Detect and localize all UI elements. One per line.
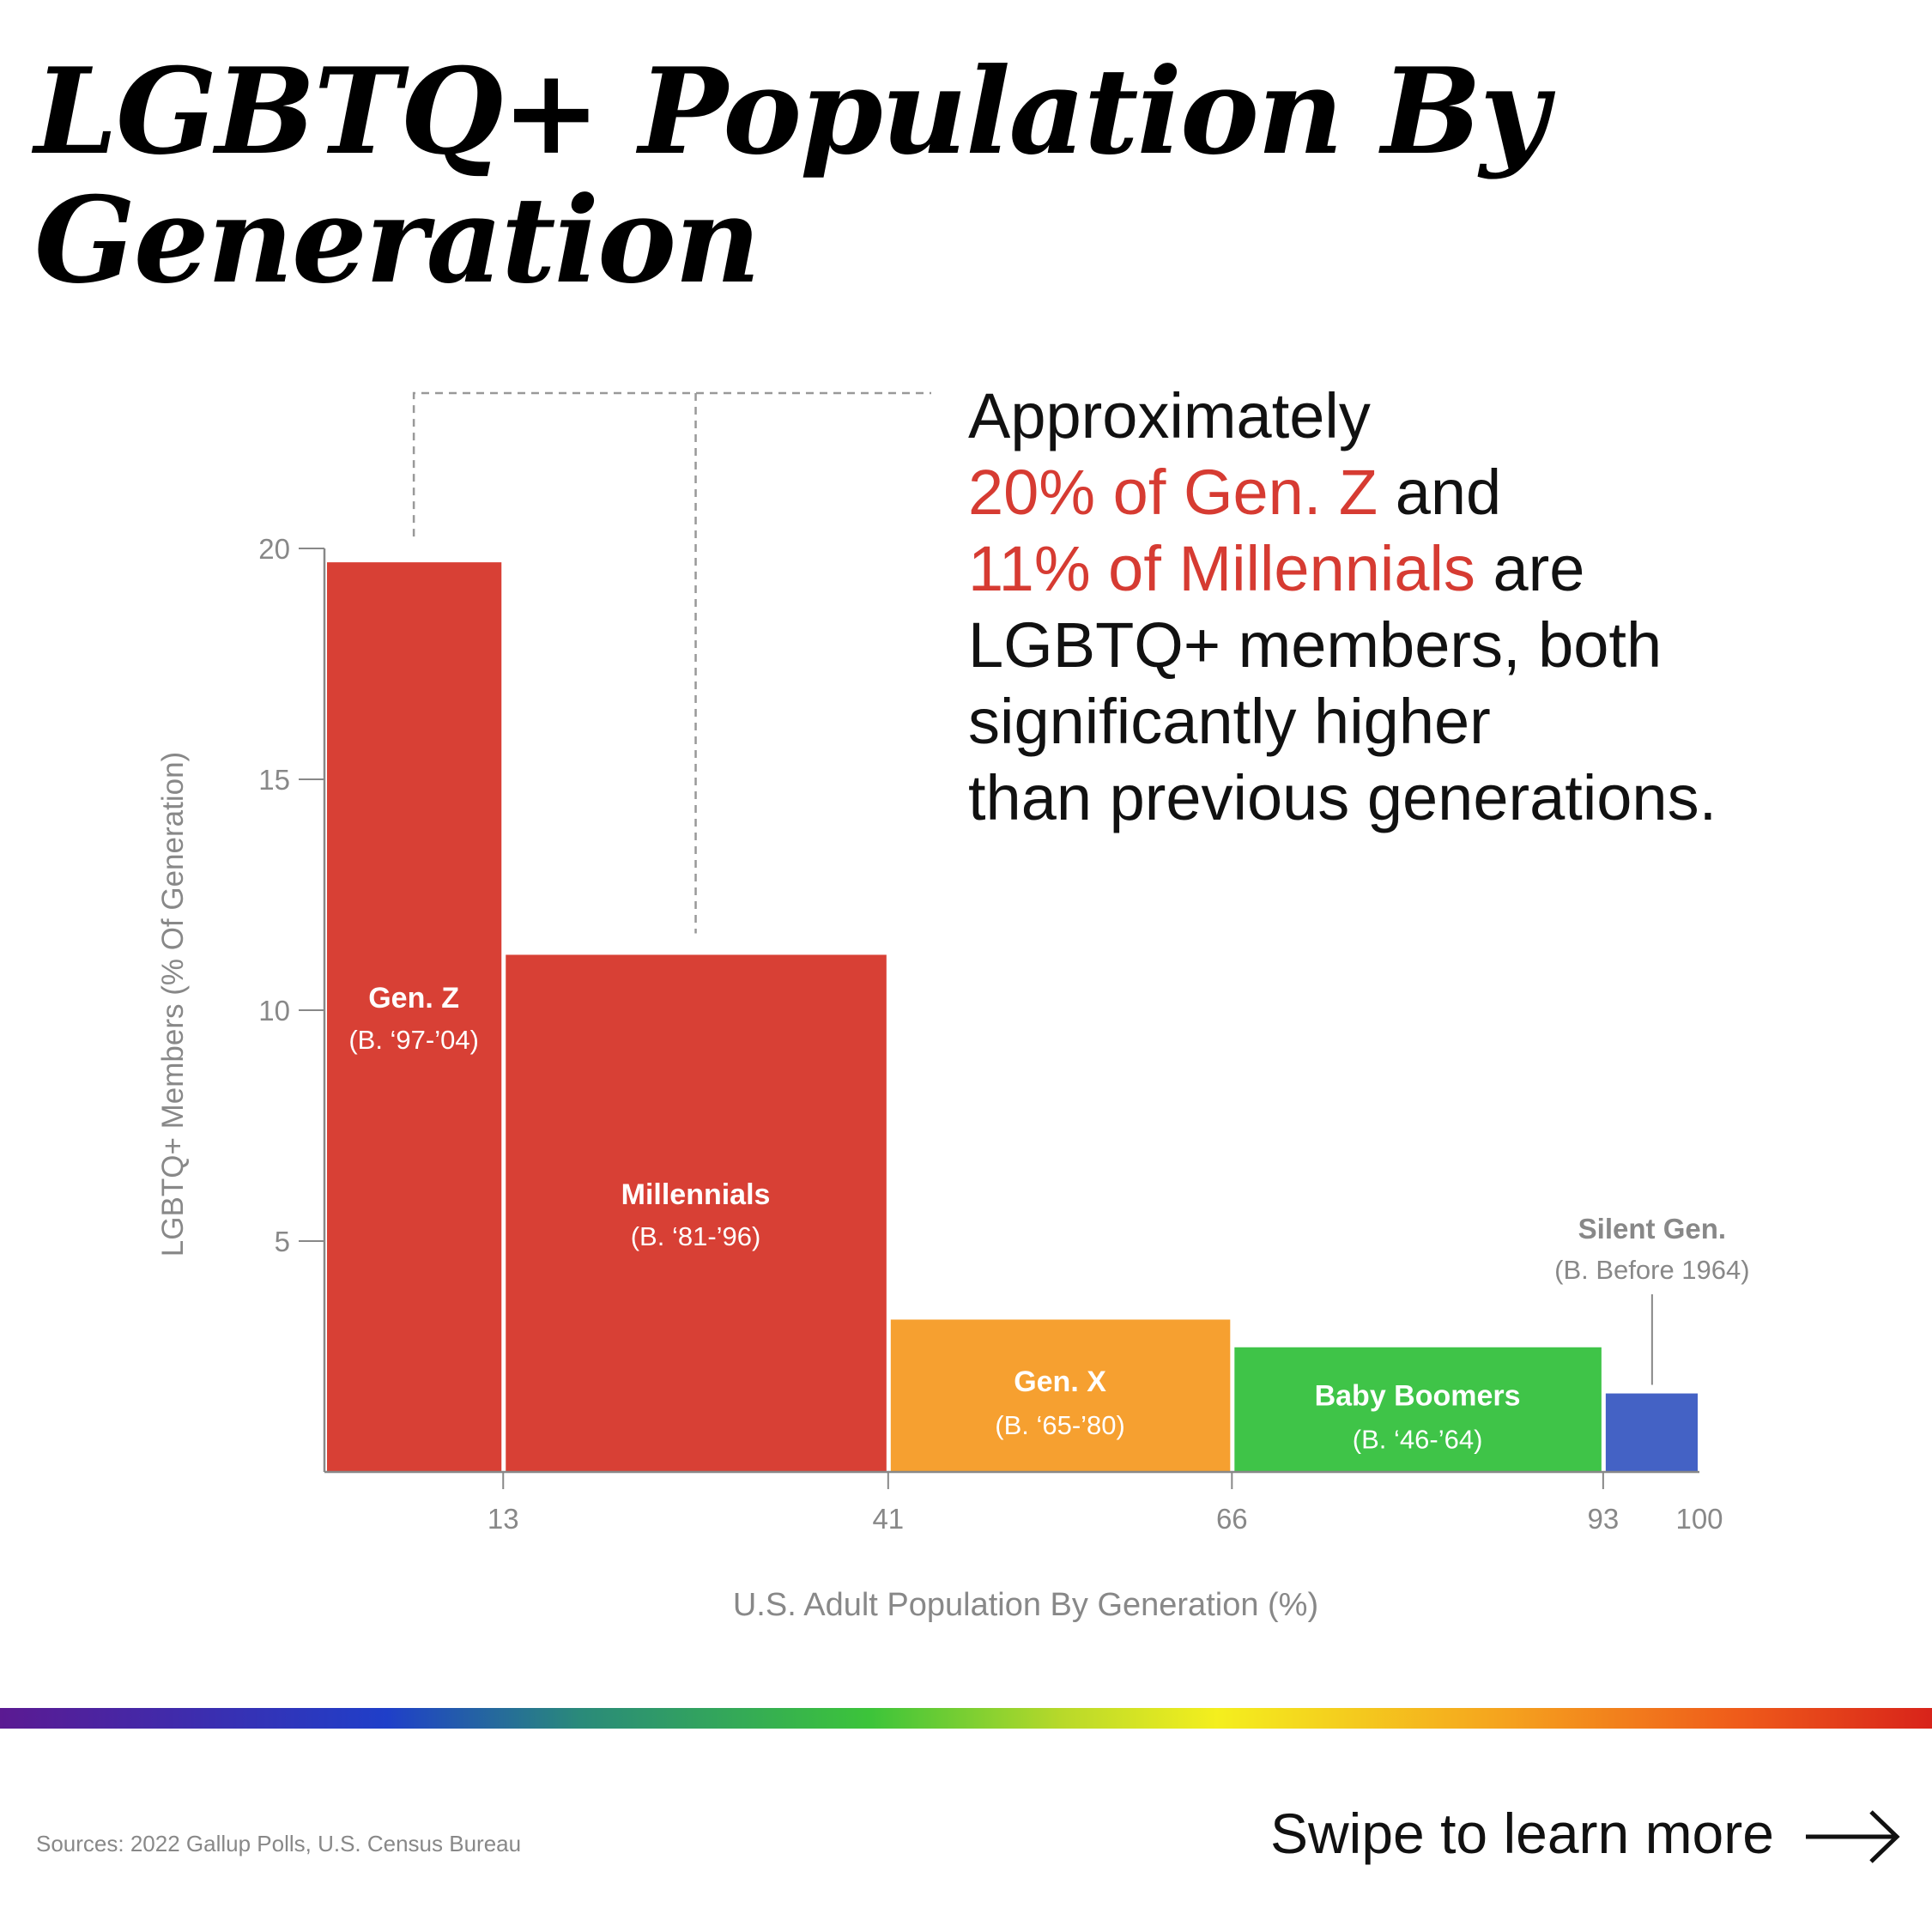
bar-4 (1605, 1393, 1698, 1472)
bar-1 (506, 954, 887, 1472)
right-arrow-icon[interactable] (1802, 1807, 1904, 1867)
bar-sublabel-4: (B. Before 1964) (1554, 1255, 1749, 1285)
x-tick-label-41: 41 (872, 1503, 904, 1535)
bar-sublabel-3: (B. ‘46-’64) (1353, 1424, 1483, 1454)
bar-2 (890, 1319, 1231, 1472)
y-axis-label: LGBTQ+ Members (% Of Generation) (156, 752, 190, 1257)
bar-sublabel-2: (B. ‘65-’80) (995, 1410, 1125, 1440)
callout-connector-genz (412, 391, 931, 537)
x-axis-label: U.S. Adult Population By Generation (%) (733, 1587, 1318, 1623)
bar-label-4: Silent Gen. (1578, 1213, 1726, 1245)
sources-text: Sources: 2022 Gallup Polls, U.S. Census … (36, 1831, 522, 1856)
callout-line-4: LGBTQ+ members, both (968, 609, 1662, 681)
callout-line-3: 11% of Millennials are (968, 530, 1878, 607)
bar-label-2: Gen. X (1014, 1366, 1106, 1398)
bar-0 (327, 562, 502, 1472)
bar-label-3: Baby Boomers (1315, 1379, 1521, 1412)
callout-text: Approximately 20% of Gen. Z and 11% of M… (968, 378, 1878, 836)
callout-line-1: Approximately (968, 380, 1371, 451)
y-tick-label-20: 20 (258, 533, 290, 565)
title-line-1: LGBTQ+ Population By (34, 41, 1548, 181)
bar-3 (1234, 1347, 1602, 1472)
bar-label-0: Gen. Z (368, 982, 459, 1014)
callout-highlight-millennials: 11% of Millennials (968, 533, 1475, 604)
y-tick-label-15: 15 (258, 764, 290, 796)
x-tick-label-66: 66 (1216, 1503, 1248, 1535)
rainbow-divider (0, 1708, 1932, 1729)
chart: Gen. Z (B. ‘97-’04) Millennials (B. ‘81-’96… (156, 391, 1750, 1623)
callout-after-2: are (1475, 533, 1585, 604)
bar-sublabel-0: (B. ‘97-’04) (348, 1025, 479, 1055)
bar-label-1: Millennials (621, 1178, 771, 1211)
callout-after-1: and (1378, 457, 1502, 528)
callout-line-2: 20% of Gen. Z and (968, 454, 1878, 530)
x-tick-label-100: 100 (1675, 1503, 1723, 1535)
callout-highlight-genz: 20% of Gen. Z (968, 457, 1378, 528)
swipe-prompt[interactable]: Swipe to learn more (1270, 1802, 1774, 1865)
callout-line-5: significantly higher (968, 686, 1491, 757)
callout-line-6: than previous generations. (968, 762, 1717, 833)
x-tick-label-13: 13 (488, 1503, 519, 1535)
title-line-2: Generation (34, 170, 760, 310)
bar-sublabel-1: (B. ‘81-’96) (631, 1221, 761, 1251)
y-tick-label-5: 5 (275, 1226, 290, 1257)
y-tick-label-10: 10 (258, 995, 290, 1027)
page-title: LGBTQ+ Population By Generation (34, 47, 1579, 305)
x-tick-label-93: 93 (1588, 1503, 1620, 1535)
